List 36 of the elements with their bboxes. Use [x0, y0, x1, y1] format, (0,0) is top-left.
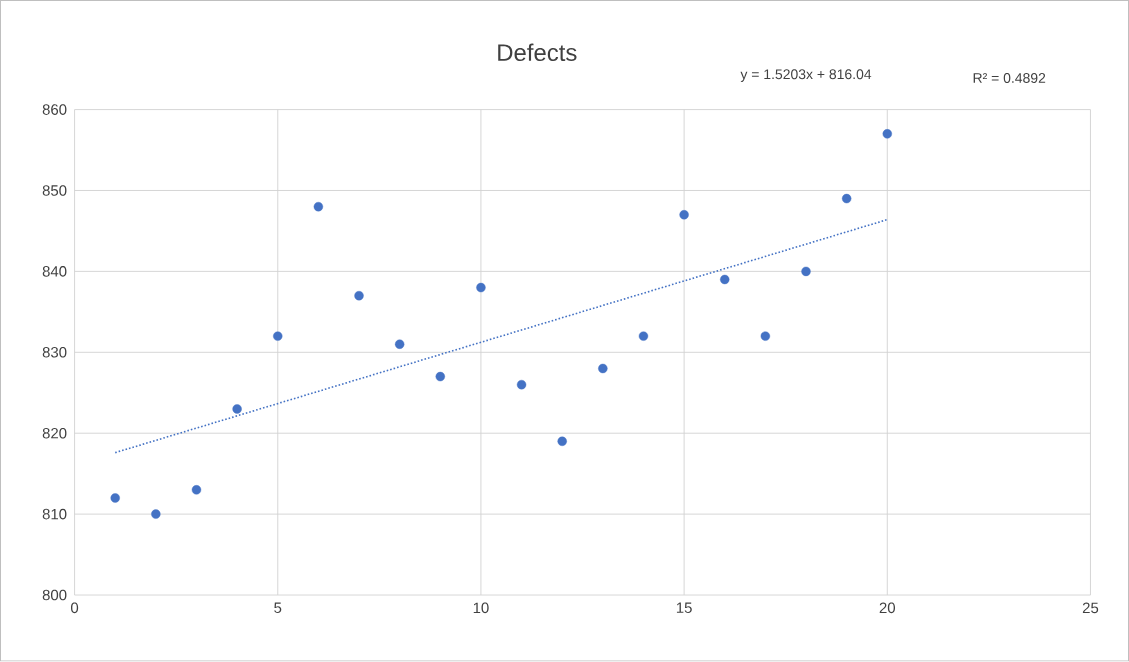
y-tick-label: 830	[42, 347, 67, 358]
point	[638, 331, 649, 342]
point	[313, 202, 324, 212]
point	[151, 509, 161, 519]
chart-title: Defects	[498, 43, 577, 62]
x-tick-label: 20	[879, 602, 896, 614]
point	[720, 275, 730, 285]
point	[273, 331, 283, 342]
point	[841, 194, 852, 204]
y-tick-label: 810	[42, 509, 67, 520]
point	[679, 210, 689, 220]
x-tick-label: 15	[676, 602, 692, 614]
point	[476, 283, 486, 293]
point	[598, 364, 608, 374]
x-tick-label: 25	[1082, 602, 1099, 614]
point	[435, 372, 445, 382]
y-tick-label: 850	[42, 185, 67, 196]
point	[110, 493, 120, 503]
text: y = 1.5203x + 816.04	[740, 69, 872, 83]
x-tick-label: 10	[473, 602, 489, 614]
y-tick-label: 860	[42, 104, 67, 116]
point	[882, 129, 892, 139]
point	[557, 436, 567, 447]
point	[232, 404, 242, 414]
point	[516, 380, 527, 390]
text: R² = 0.4892	[973, 73, 1046, 84]
y-tick-label: 820	[42, 428, 67, 439]
point	[801, 266, 811, 277]
point	[354, 291, 364, 301]
point	[760, 331, 771, 342]
x-tick-label: 5	[274, 602, 282, 614]
y-tick-label: 840	[42, 266, 67, 277]
y-tick-label: 800	[42, 589, 67, 601]
x-tick-label: 0	[70, 602, 79, 614]
point	[394, 339, 405, 350]
point	[191, 485, 202, 495]
